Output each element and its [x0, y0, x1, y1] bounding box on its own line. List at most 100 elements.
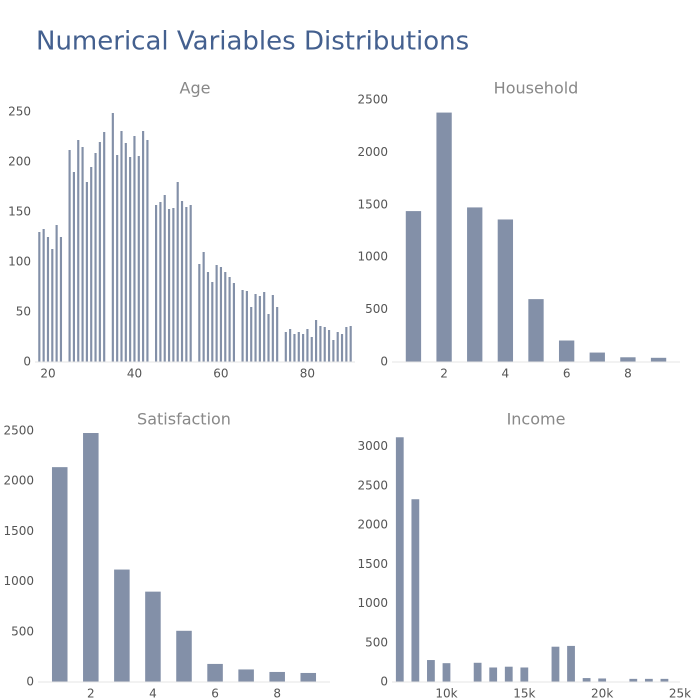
y-tick-label: 2500	[357, 478, 388, 492]
x-tick-label: 25k	[669, 687, 691, 700]
bar	[241, 290, 244, 362]
bar	[51, 249, 54, 362]
x-tick-label: 80	[300, 367, 315, 381]
bar	[85, 182, 88, 362]
y-tick-label: 2500	[357, 93, 388, 107]
bar	[116, 155, 119, 362]
panel-title: Satisfaction	[137, 410, 231, 429]
bar	[395, 437, 404, 682]
bar	[473, 662, 482, 682]
bar	[504, 666, 513, 682]
bar	[567, 645, 575, 682]
bar	[629, 678, 638, 682]
y-tick-label: 1500	[3, 524, 34, 538]
bar	[172, 208, 175, 362]
y-tick-label: 0	[23, 355, 31, 369]
bar	[42, 229, 45, 362]
bar	[129, 157, 132, 362]
bar	[300, 672, 317, 682]
bar	[211, 282, 214, 362]
bar	[427, 660, 435, 682]
bar	[340, 334, 344, 362]
bar	[202, 252, 205, 362]
x-tick-label: 2	[87, 687, 95, 700]
x-tick-label: 8	[273, 687, 281, 700]
bar	[442, 663, 451, 682]
bar	[224, 272, 227, 362]
bar	[146, 140, 149, 362]
bar	[551, 646, 560, 682]
bar	[315, 320, 318, 362]
bar	[436, 112, 452, 363]
bar	[319, 326, 322, 362]
bar	[55, 225, 58, 362]
bar	[167, 209, 171, 362]
bar	[258, 296, 261, 362]
bar	[405, 211, 422, 362]
x-tick-label: 4	[502, 367, 510, 381]
y-tick-label: 500	[11, 624, 34, 638]
bar	[254, 294, 257, 362]
bar	[267, 314, 270, 362]
bar	[68, 150, 71, 362]
bar	[345, 327, 348, 362]
x-tick-label: 2	[440, 367, 448, 381]
bar	[189, 205, 192, 362]
y-tick-label: 2000	[3, 474, 34, 488]
bar	[310, 337, 313, 362]
bar	[120, 131, 123, 362]
bar	[284, 332, 287, 362]
bar	[232, 283, 235, 362]
panel-title: Income	[507, 410, 566, 429]
bar	[219, 267, 223, 362]
bar	[327, 330, 331, 362]
bar	[528, 299, 544, 362]
y-tick-label: 2000	[357, 145, 388, 159]
y-tick-label: 500	[365, 302, 388, 316]
bar	[289, 329, 292, 362]
bar	[660, 678, 669, 682]
bar	[276, 307, 279, 362]
x-tick-label: 60	[213, 367, 228, 381]
y-tick-label: 200	[8, 155, 31, 169]
y-tick-label: 1000	[3, 574, 34, 588]
bar	[176, 182, 179, 362]
bar	[207, 663, 223, 682]
bar	[111, 113, 114, 362]
bar	[114, 569, 130, 682]
bar	[145, 591, 161, 682]
bar	[90, 167, 93, 362]
x-tick-label: 6	[563, 367, 571, 381]
bar	[598, 678, 607, 682]
bar	[238, 669, 254, 682]
bar	[180, 201, 184, 362]
bar	[46, 237, 50, 362]
bar	[497, 219, 514, 362]
bar	[81, 147, 84, 362]
bar	[644, 678, 653, 682]
bar	[582, 678, 591, 682]
bar	[306, 329, 309, 362]
bar	[185, 207, 188, 362]
bar	[206, 272, 210, 362]
bar	[77, 140, 80, 362]
bar	[302, 334, 305, 362]
panel-title: Age	[180, 79, 211, 98]
bar	[59, 237, 63, 362]
bar	[467, 207, 483, 362]
bar	[94, 153, 97, 362]
bar	[349, 326, 352, 362]
y-tick-label: 0	[380, 355, 388, 369]
x-tick-label: 8	[624, 367, 632, 381]
y-tick-label: 100	[8, 255, 31, 269]
bar	[411, 499, 420, 682]
bar	[293, 334, 296, 362]
x-tick-label: 20	[40, 367, 55, 381]
bar	[263, 292, 266, 362]
bar	[72, 172, 75, 362]
bar	[250, 307, 253, 362]
bar	[137, 156, 140, 362]
bar	[297, 332, 300, 362]
bar	[323, 327, 326, 362]
bar	[650, 357, 667, 362]
